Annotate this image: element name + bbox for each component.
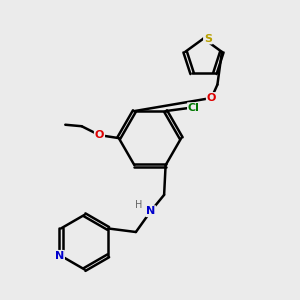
Text: Cl: Cl — [188, 103, 200, 113]
Text: S: S — [204, 34, 212, 44]
Text: H: H — [135, 200, 142, 210]
Text: N: N — [146, 206, 155, 216]
Text: O: O — [95, 130, 104, 140]
Text: O: O — [207, 93, 216, 103]
Text: N: N — [55, 251, 64, 261]
